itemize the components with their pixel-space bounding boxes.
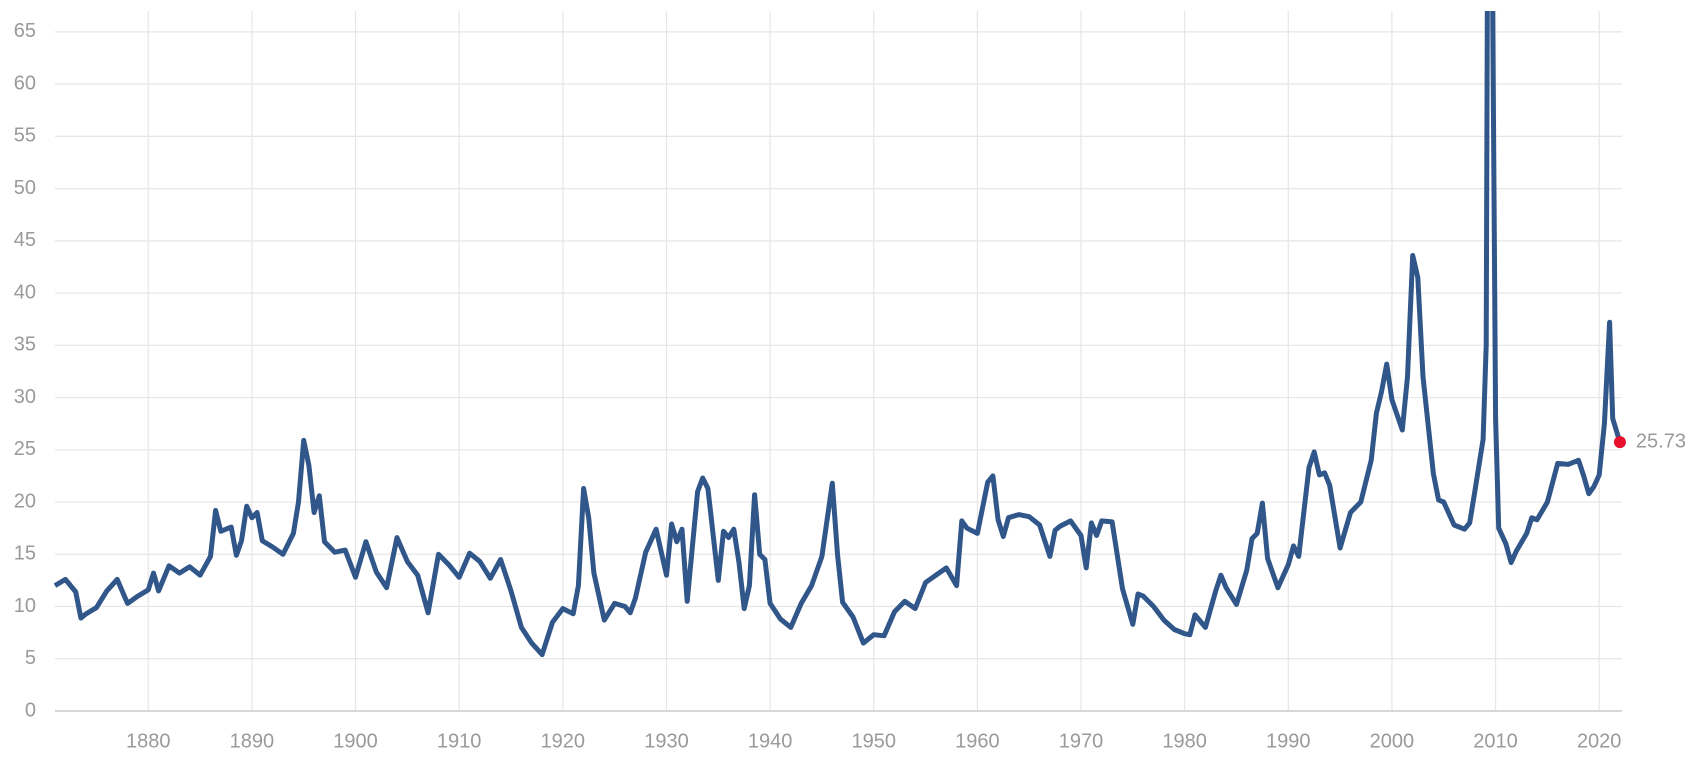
data-line bbox=[53, 11, 1623, 658]
y-tick-label: 35 bbox=[14, 334, 36, 356]
x-tick-label: 1890 bbox=[230, 730, 275, 752]
y-tick-label: 65 bbox=[14, 20, 36, 42]
x-tick-label: 1950 bbox=[851, 730, 896, 752]
x-tick-label: 2000 bbox=[1370, 730, 1415, 752]
y-tick-label: 0 bbox=[25, 699, 36, 721]
y-tick-label: 30 bbox=[14, 386, 36, 408]
y-tick-label: 15 bbox=[14, 543, 36, 565]
x-tick-label: 2010 bbox=[1473, 730, 1518, 752]
x-tick-label: 1930 bbox=[644, 730, 689, 752]
y-tick-label: 55 bbox=[14, 125, 36, 147]
end-marker bbox=[1613, 436, 1626, 449]
x-tick-label: 1980 bbox=[1162, 730, 1207, 752]
x-tick-label: 1990 bbox=[1266, 730, 1311, 752]
x-tick-label: 1880 bbox=[126, 730, 171, 752]
y-tick-label: 60 bbox=[14, 72, 36, 94]
y-tick-label: 40 bbox=[14, 281, 36, 303]
x-tick-label: 1910 bbox=[437, 730, 482, 752]
x-tick-label: 2020 bbox=[1577, 730, 1622, 752]
x-tick-label: 1920 bbox=[541, 730, 586, 752]
y-tick-label: 20 bbox=[14, 490, 36, 512]
y-tick-label: 25 bbox=[14, 438, 36, 460]
y-tick-label: 45 bbox=[14, 229, 36, 251]
y-tick-label: 50 bbox=[14, 177, 36, 199]
x-tick-label: 1940 bbox=[748, 730, 793, 752]
x-tick-label: 1960 bbox=[955, 730, 1000, 752]
end-value-label: 25.73 bbox=[1636, 430, 1686, 452]
y-tick-label: 5 bbox=[25, 647, 36, 669]
y-tick-label: 10 bbox=[14, 595, 36, 617]
x-tick-label: 1900 bbox=[333, 730, 378, 752]
x-tick-label: 1970 bbox=[1059, 730, 1104, 752]
